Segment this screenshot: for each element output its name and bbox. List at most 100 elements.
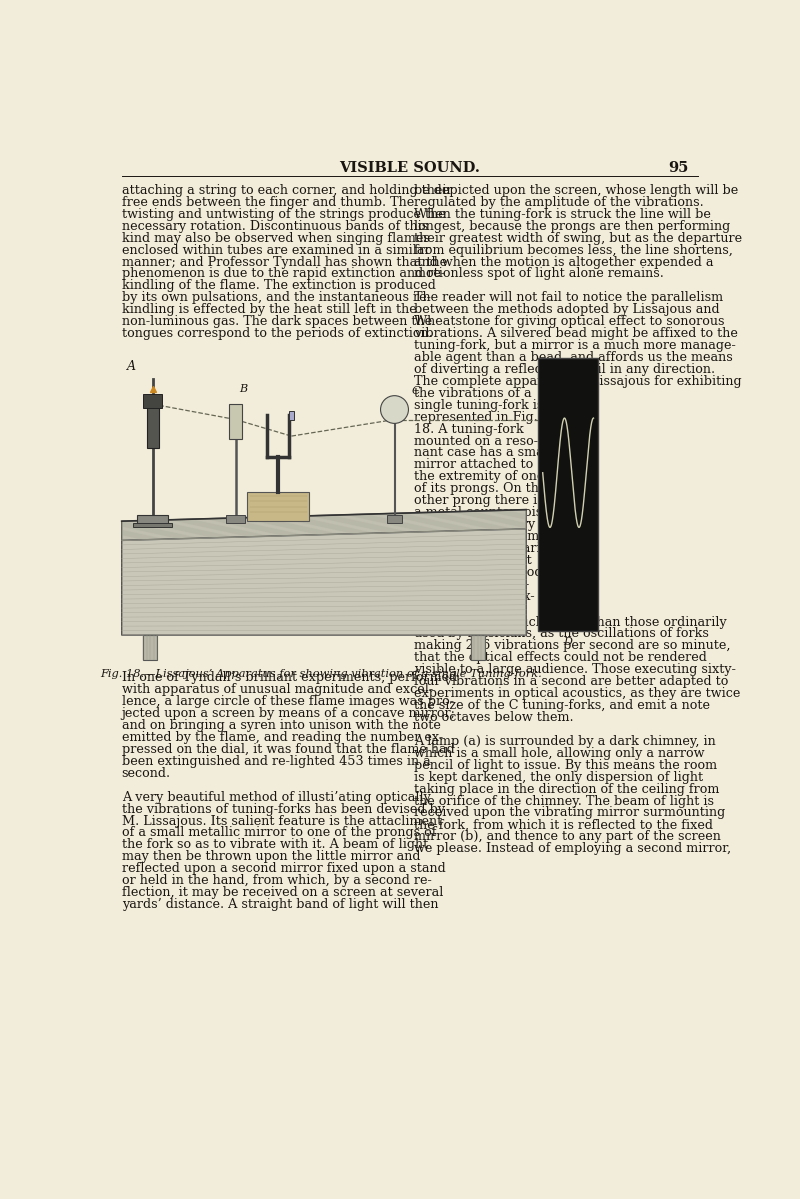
- Text: 95: 95: [669, 161, 689, 175]
- Text: mirror (b), and thence to any part of the screen: mirror (b), and thence to any part of th…: [414, 831, 721, 843]
- Text: enclosed within tubes are examined in a similar: enclosed within tubes are examined in a …: [122, 243, 430, 257]
- Text: is kept darkened, the only dispersion of light: is kept darkened, the only dispersion of…: [414, 771, 703, 784]
- Text: A very beautiful method of illusti’ating optically: A very beautiful method of illusti’ating…: [122, 790, 430, 803]
- Text: restore equilibrium: restore equilibrium: [414, 530, 539, 543]
- Text: tongues correspond to the periods of extinction.: tongues correspond to the periods of ext…: [122, 327, 433, 341]
- Text: been extinguished and re-lighted 453 times in a: been extinguished and re-lighted 453 tim…: [122, 755, 430, 767]
- Text: and secure regularity: and secure regularity: [414, 542, 553, 555]
- Text: of its prongs. On the: of its prongs. On the: [414, 482, 546, 495]
- Text: represented in Fig.: represented in Fig.: [414, 411, 538, 423]
- Text: their greatest width of swing, but as the departure: their greatest width of swing, but as th…: [414, 231, 742, 245]
- Text: that the optical effects could not be rendered: that the optical effects could not be re…: [414, 651, 706, 664]
- Bar: [247, 492, 310, 522]
- Text: the orifice of the chimney. The beam of light is: the orifice of the chimney. The beam of …: [414, 795, 714, 808]
- Text: regulated by the amplitude of the vibrations.: regulated by the amplitude of the vibrat…: [414, 195, 704, 209]
- Text: longest, because the prongs are then performing: longest, because the prongs are then per…: [414, 219, 730, 233]
- Text: which is a small hole, allowing only a narrow: which is a small hole, allowing only a n…: [414, 747, 704, 760]
- Text: emitted by the flame, and reading the number ex-: emitted by the flame, and reading the nu…: [122, 731, 443, 745]
- Text: A: A: [126, 361, 135, 373]
- Text: lence, a large circle of these flame images was pro-: lence, a large circle of these flame ima…: [122, 695, 454, 709]
- Circle shape: [381, 396, 409, 423]
- Bar: [538, 359, 598, 632]
- Text: The reader will not fail to notice the parallelism: The reader will not fail to notice the p…: [414, 291, 723, 305]
- Bar: [134, 523, 172, 528]
- Text: which is necessary to: which is necessary to: [414, 518, 552, 531]
- Text: attaching a string to each corner, and holding their: attaching a string to each corner, and h…: [122, 183, 452, 197]
- Text: experiments in optical acoustics, as they are twice: experiments in optical acoustics, as the…: [414, 687, 740, 700]
- Text: tuning-fork, but a mirror is a much more manage-: tuning-fork, but a mirror is a much more…: [414, 339, 736, 353]
- Polygon shape: [122, 529, 526, 635]
- Text: yards’ distance. A straight band of light will then: yards’ distance. A straight band of ligh…: [122, 898, 438, 911]
- Text: making 256 vibrations per second are so minute,: making 256 vibrations per second are so …: [414, 639, 730, 652]
- Text: single tuning-fork is: single tuning-fork is: [414, 399, 543, 411]
- Text: pencil of light to issue. By this means the room: pencil of light to issue. By this means …: [414, 759, 717, 772]
- Text: mounted on a reso-: mounted on a reso-: [414, 434, 538, 447]
- Text: be depicted upon the screen, whose length will be: be depicted upon the screen, whose lengt…: [414, 183, 738, 197]
- Bar: [386, 516, 402, 523]
- Text: nant case has a small: nant case has a small: [414, 446, 552, 459]
- Polygon shape: [143, 635, 157, 659]
- Text: B: B: [239, 384, 248, 394]
- Bar: [146, 405, 159, 448]
- Text: 18. A tuning-fork: 18. A tuning-fork: [414, 422, 524, 435]
- Text: the vibrations of a: the vibrations of a: [414, 387, 531, 399]
- Text: the fork so as to vibrate with it. A beam of light: the fork so as to vibrate with it. A bea…: [122, 838, 428, 851]
- Text: pressed on the dial, it was found that the flame had: pressed on the dial, it was found that t…: [122, 743, 454, 755]
- Bar: [138, 516, 168, 524]
- Text: vibrations. A silvered bead might be affixed to the: vibrations. A silvered bead might be aff…: [414, 327, 738, 341]
- Text: by its own pulsations, and the instantaneous re-: by its own pulsations, and the instantan…: [122, 291, 430, 305]
- Text: When the tuning-fork is struck the line will be: When the tuning-fork is struck the line …: [414, 207, 710, 221]
- Text: of diverting a reflected pencil in any direction.: of diverting a reflected pencil in any d…: [414, 363, 715, 376]
- Text: ployed in these ex-: ployed in these ex-: [414, 590, 534, 603]
- Text: the vibrations of tuning-forks has been devised by: the vibrations of tuning-forks has been …: [122, 802, 445, 815]
- Text: two octaves below them.: two octaves below them.: [414, 711, 574, 724]
- Text: VISIBLE SOUND.: VISIBLE SOUND.: [339, 161, 481, 175]
- Text: with apparatus of unusual magnitude and excel-: with apparatus of unusual magnitude and …: [122, 683, 433, 697]
- Text: motionless spot of light alone remains.: motionless spot of light alone remains.: [414, 267, 664, 281]
- Text: jected upon a screen by means of a concave mirror;: jected upon a screen by means of a conca…: [122, 707, 455, 721]
- Text: twisting and untwisting of the strings produce the: twisting and untwisting of the strings p…: [122, 207, 446, 221]
- Text: necessary rotation. Discontinuous bands of this: necessary rotation. Discontinuous bands …: [122, 219, 428, 233]
- Text: flection, it may be received on a screen at several: flection, it may be received on a screen…: [122, 886, 443, 899]
- Text: from equilibrium becomes less, the line shortens,: from equilibrium becomes less, the line …: [414, 243, 733, 257]
- Text: reflected upon a second mirror fixed upon a stand: reflected upon a second mirror fixed upo…: [122, 862, 446, 875]
- Text: M. Lissajous. Its salient feature is the attacliment: M. Lissajous. Its salient feature is the…: [122, 814, 442, 827]
- Text: periments are much larger than those ordinarily: periments are much larger than those ord…: [414, 615, 726, 628]
- Text: Fig. 18.—Lissajous’ Apparatus for showing vibration of a single Tuning-fork.: Fig. 18.—Lissajous’ Apparatus for showin…: [100, 669, 542, 679]
- Bar: [230, 404, 242, 439]
- Text: free ends between the finger and thumb. The: free ends between the finger and thumb. …: [122, 195, 414, 209]
- Text: non-luminous gas. The dark spaces between the: non-luminous gas. The dark spaces betwee…: [122, 315, 432, 329]
- Text: received upon the vibrating mirror surmounting: received upon the vibrating mirror surmo…: [414, 807, 725, 819]
- Bar: [226, 516, 245, 523]
- Text: the fork, from which it is reflected to the fixed: the fork, from which it is reflected to …: [414, 819, 713, 831]
- Text: Wheatstone for giving optical effect to sonorous: Wheatstone for giving optical effect to …: [414, 315, 724, 329]
- Text: The complete apparatus of Lissajous for exhibiting: The complete apparatus of Lissajous for …: [414, 375, 742, 388]
- Text: able agent than a bead, and affords us the means: able agent than a bead, and affords us t…: [414, 351, 733, 364]
- Text: kind may also be observed when singing flames: kind may also be observed when singing f…: [122, 231, 430, 245]
- Text: In one of Tyndall’s brilliant experiments, performed: In one of Tyndall’s brilliant experiment…: [122, 671, 457, 685]
- Text: must be understood: must be understood: [414, 566, 542, 579]
- Text: phenomenon is due to the rapid extinction and re-: phenomenon is due to the rapid extinctio…: [122, 267, 445, 281]
- Text: mirror attached to: mirror attached to: [414, 458, 533, 471]
- Text: or held in the hand, from which, by a second re-: or held in the hand, from which, by a se…: [122, 874, 431, 887]
- Bar: [143, 394, 162, 408]
- Bar: [289, 411, 294, 421]
- Text: other prong there is: other prong there is: [414, 494, 544, 507]
- Text: taking place in the direction of the ceiling from: taking place in the direction of the cei…: [414, 783, 719, 796]
- Text: C: C: [411, 386, 420, 397]
- Text: D: D: [564, 638, 573, 647]
- Polygon shape: [122, 510, 526, 541]
- Text: kindling is effected by the heat still left in the: kindling is effected by the heat still l…: [122, 303, 417, 317]
- Text: the extremity of one: the extremity of one: [414, 470, 544, 483]
- Text: of a small metallic mirror to one of the prongs of: of a small metallic mirror to one of the…: [122, 826, 436, 839]
- Text: manner; and Professor Tyndall has shown that the: manner; and Professor Tyndall has shown …: [122, 255, 447, 269]
- Text: four vibrations in a second are better adapted to: four vibrations in a second are better a…: [414, 675, 728, 688]
- Text: kindling of the flame. The extinction is produced: kindling of the flame. The extinction is…: [122, 279, 435, 293]
- Text: A lamp (a) is surrounded by a dark chimney, in: A lamp (a) is surrounded by a dark chimn…: [414, 735, 716, 748]
- Text: that the forks em-: that the forks em-: [414, 578, 529, 591]
- Text: visible to a large audience. Those executing sixty-: visible to a large audience. Those execu…: [414, 663, 736, 676]
- Text: second.: second.: [122, 767, 171, 779]
- Text: the size of the C tuning-forks, and emit a note: the size of the C tuning-forks, and emit…: [414, 699, 710, 712]
- Text: between the methods adopted by Lissajous and: between the methods adopted by Lissajous…: [414, 303, 719, 317]
- Polygon shape: [470, 635, 485, 659]
